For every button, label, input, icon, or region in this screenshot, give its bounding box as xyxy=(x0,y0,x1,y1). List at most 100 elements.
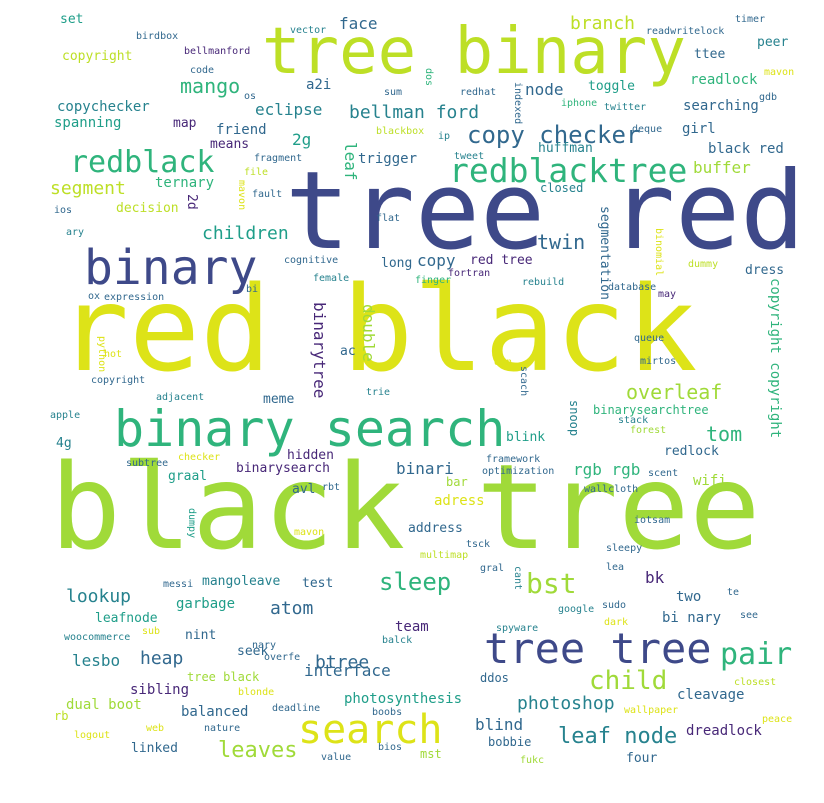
word-linked: linked xyxy=(131,741,178,756)
word-atom: atom xyxy=(270,598,314,619)
word-den: den xyxy=(494,357,513,368)
word-copyrignt: copyright xyxy=(91,375,146,386)
word-twitter: twitter xyxy=(604,102,647,113)
word-ios: ios xyxy=(54,205,73,216)
word-fukc: fukc xyxy=(520,755,545,766)
word-two: two xyxy=(676,589,702,605)
word-finger: finger xyxy=(415,275,452,286)
word-apple: apple xyxy=(50,410,81,421)
word-map: map xyxy=(173,116,197,131)
word-twin: twin xyxy=(537,230,586,254)
word-set: set xyxy=(60,12,84,27)
word-framework: framework xyxy=(486,454,541,465)
word-double: double xyxy=(359,304,378,362)
word-dumpy: dumpy xyxy=(186,508,197,539)
word-flat: flat xyxy=(376,213,401,224)
word-address: address xyxy=(408,521,463,536)
word-tree-binary: tree binary xyxy=(262,15,686,89)
word-optimization: optimization xyxy=(482,466,555,477)
word-bios: bios xyxy=(378,742,403,753)
word-black-red: black red xyxy=(708,141,784,157)
word-code: code xyxy=(190,65,215,76)
word-binari: binari xyxy=(396,459,454,478)
word-copychecker: copychecker xyxy=(57,99,150,115)
word-mirtos: mirtos xyxy=(640,356,677,367)
word-readwritelock: readwritelock xyxy=(646,26,725,37)
word-see: see xyxy=(740,610,759,621)
word-boobs: boobs xyxy=(372,707,403,718)
word-girl: girl xyxy=(682,121,716,137)
word-trigger: trigger xyxy=(358,151,418,167)
word-mst: mst xyxy=(420,747,442,761)
word-birdbox: birdbox xyxy=(136,31,179,42)
word-bellmanford: bellmanford xyxy=(184,46,251,57)
word-tom: tom xyxy=(706,422,743,446)
word-four: four xyxy=(626,751,658,766)
word-red-black: red black xyxy=(58,260,698,398)
word-balanced: balanced xyxy=(181,704,249,720)
word-means: means xyxy=(210,137,250,152)
word-tweet: tweet xyxy=(454,151,485,162)
word-copy-checker: copy checker xyxy=(467,121,641,149)
word-a2i: a2i xyxy=(306,77,332,93)
word-redlock: redlock xyxy=(664,444,719,459)
word-peer: peer xyxy=(757,35,789,50)
word-leaf-node: leaf node xyxy=(558,724,678,749)
word-web: web xyxy=(146,723,165,734)
word-long: long xyxy=(381,256,413,271)
word-binomial: binomial xyxy=(653,228,664,277)
word-friend: friend xyxy=(216,122,267,138)
word-file: file xyxy=(244,167,269,178)
word-closed: closed xyxy=(540,181,584,195)
word-copyright-copyright: copyright copyright xyxy=(767,278,783,439)
word-binarysearchtree: binarysearchtree xyxy=(593,403,709,417)
word-deque: deque xyxy=(632,124,663,135)
word-dark: dark xyxy=(604,617,629,628)
word-bar: bar xyxy=(446,475,468,489)
word-multimap: multimap xyxy=(420,550,469,561)
word-hot: hot xyxy=(104,349,123,360)
word-indexed: indexed xyxy=(512,82,523,125)
word-ternary: ternary xyxy=(155,175,215,191)
word-cleavage: cleavage xyxy=(677,687,745,703)
word-segment: segment xyxy=(50,178,126,199)
word-fragment: fragment xyxy=(254,153,303,164)
word-mangoleave: mangoleave xyxy=(202,574,281,589)
word-dress: dress xyxy=(745,263,785,278)
word-rbt: rbt xyxy=(322,482,341,493)
word-node: node xyxy=(525,80,564,99)
word-female: female xyxy=(313,273,350,284)
word-nary: nary xyxy=(252,640,277,651)
word-searching: searching xyxy=(683,98,759,114)
word-blackbox: blackbox xyxy=(376,126,425,137)
word-sudo: sudo xyxy=(602,600,627,611)
word-binary: binary xyxy=(84,240,258,296)
word-cognitive: cognitive xyxy=(284,255,339,266)
word-tree-red: tree red xyxy=(285,149,806,274)
word-scach: scach xyxy=(518,366,529,397)
word-fault: fault xyxy=(252,189,283,200)
word-wifi: wifi xyxy=(693,473,727,489)
word-expression: expression xyxy=(104,292,165,303)
word-overfe: overfe xyxy=(264,652,301,663)
word-child: child xyxy=(589,666,668,696)
word-face: face xyxy=(339,14,378,33)
word-buffer: buffer xyxy=(693,158,751,177)
word-redblacktree: redblacktree xyxy=(449,151,688,190)
word-branch: branch xyxy=(570,13,636,34)
word-ac: ac xyxy=(340,344,356,359)
word-lea: lea xyxy=(606,562,625,573)
word-gdb: gdb xyxy=(759,92,778,103)
word-scent: scent xyxy=(648,468,679,479)
word-fortran: fortran xyxy=(448,268,491,279)
word-ddos: ddos xyxy=(480,671,509,685)
word-ip: ip xyxy=(438,131,451,142)
word-mavon-vertical: mavon xyxy=(236,180,247,211)
word-trie: trie xyxy=(366,387,391,398)
word-may: may xyxy=(658,289,677,300)
word-readlock: readlock xyxy=(690,72,758,88)
word-messi: messi xyxy=(163,579,194,590)
word-closest: closest xyxy=(734,677,777,688)
word-os: os xyxy=(244,91,257,102)
